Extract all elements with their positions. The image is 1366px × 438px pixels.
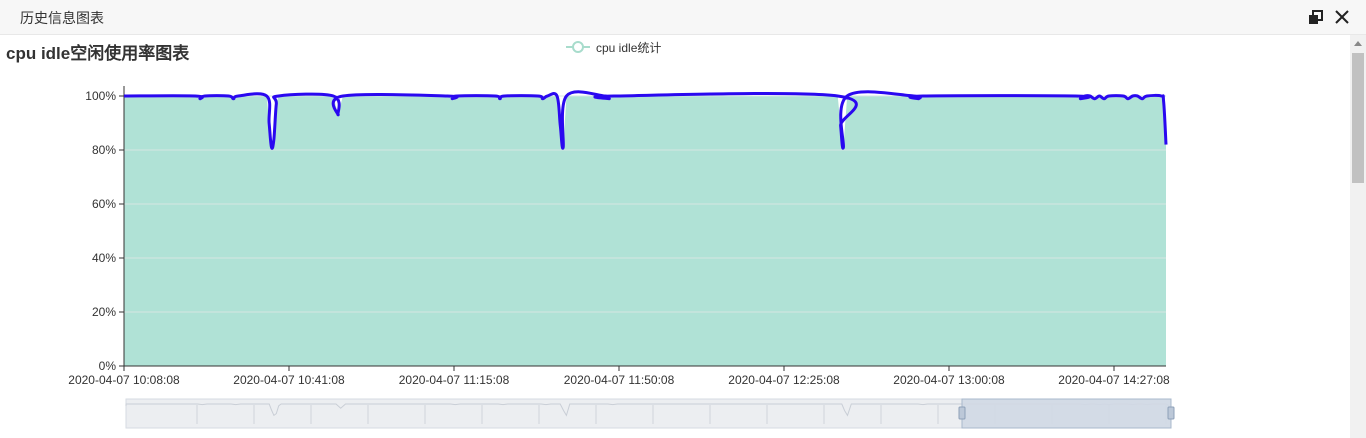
legend-label: cpu idle统计: [596, 40, 662, 55]
chart-container: 0% 20% 40% 60% 80% 100% 2020-04-07 10:08:08 202…: [0, 35, 1350, 438]
restore-window-button[interactable]: [1306, 7, 1326, 27]
scrollbar-thumb[interactable]: [1352, 53, 1364, 183]
zoom-selection[interactable]: [961, 398, 1172, 429]
window-titlebar: 历史信息图表: [0, 0, 1366, 35]
legend-symbol: [566, 41, 590, 53]
series-line: [123, 90, 1168, 150]
chart-title: cpu idle空闲使用率图表: [6, 44, 190, 63]
scroll-up-arrow-icon[interactable]: [1354, 41, 1362, 46]
close-button[interactable]: [1332, 7, 1352, 27]
zoom-handle-left[interactable]: [958, 406, 966, 420]
x-tick-label: 2020-04-07 13:00:08: [893, 373, 1005, 387]
chart-svg: 0% 20% 40% 60% 80% 100% 2020-04-07 10:08:08 202…: [68, 86, 1175, 429]
series-area: [124, 96, 1166, 366]
restore-window-icon: [1309, 10, 1323, 24]
x-tick-label: 2020-04-07 11:15:08: [399, 373, 510, 387]
zoom-handle-right[interactable]: [1167, 406, 1175, 420]
x-tick-label: 2020-04-07 10:08:08: [68, 373, 180, 387]
x-tick-label: 2020-04-07 12:25:08: [728, 373, 840, 387]
y-tick-label: 60%: [92, 197, 116, 211]
x-tick-label: 2020-04-07 11:50:08: [564, 373, 675, 387]
x-tick-label: 2020-04-07 10:41:08: [233, 373, 345, 387]
y-tick-label: 20%: [92, 305, 116, 319]
legend-item[interactable]: cpu idle统计: [566, 39, 661, 55]
y-tick-label: 80%: [92, 143, 116, 157]
x-tick-label: 2020-04-07 14:27:08: [1058, 373, 1170, 387]
vertical-scrollbar[interactable]: [1350, 35, 1366, 438]
y-tick-label: 40%: [92, 251, 116, 265]
y-tick-label: 0%: [99, 359, 117, 373]
close-icon: [1335, 10, 1349, 24]
y-tick-label: 100%: [85, 89, 116, 103]
window-title: 历史信息图表: [20, 10, 104, 26]
